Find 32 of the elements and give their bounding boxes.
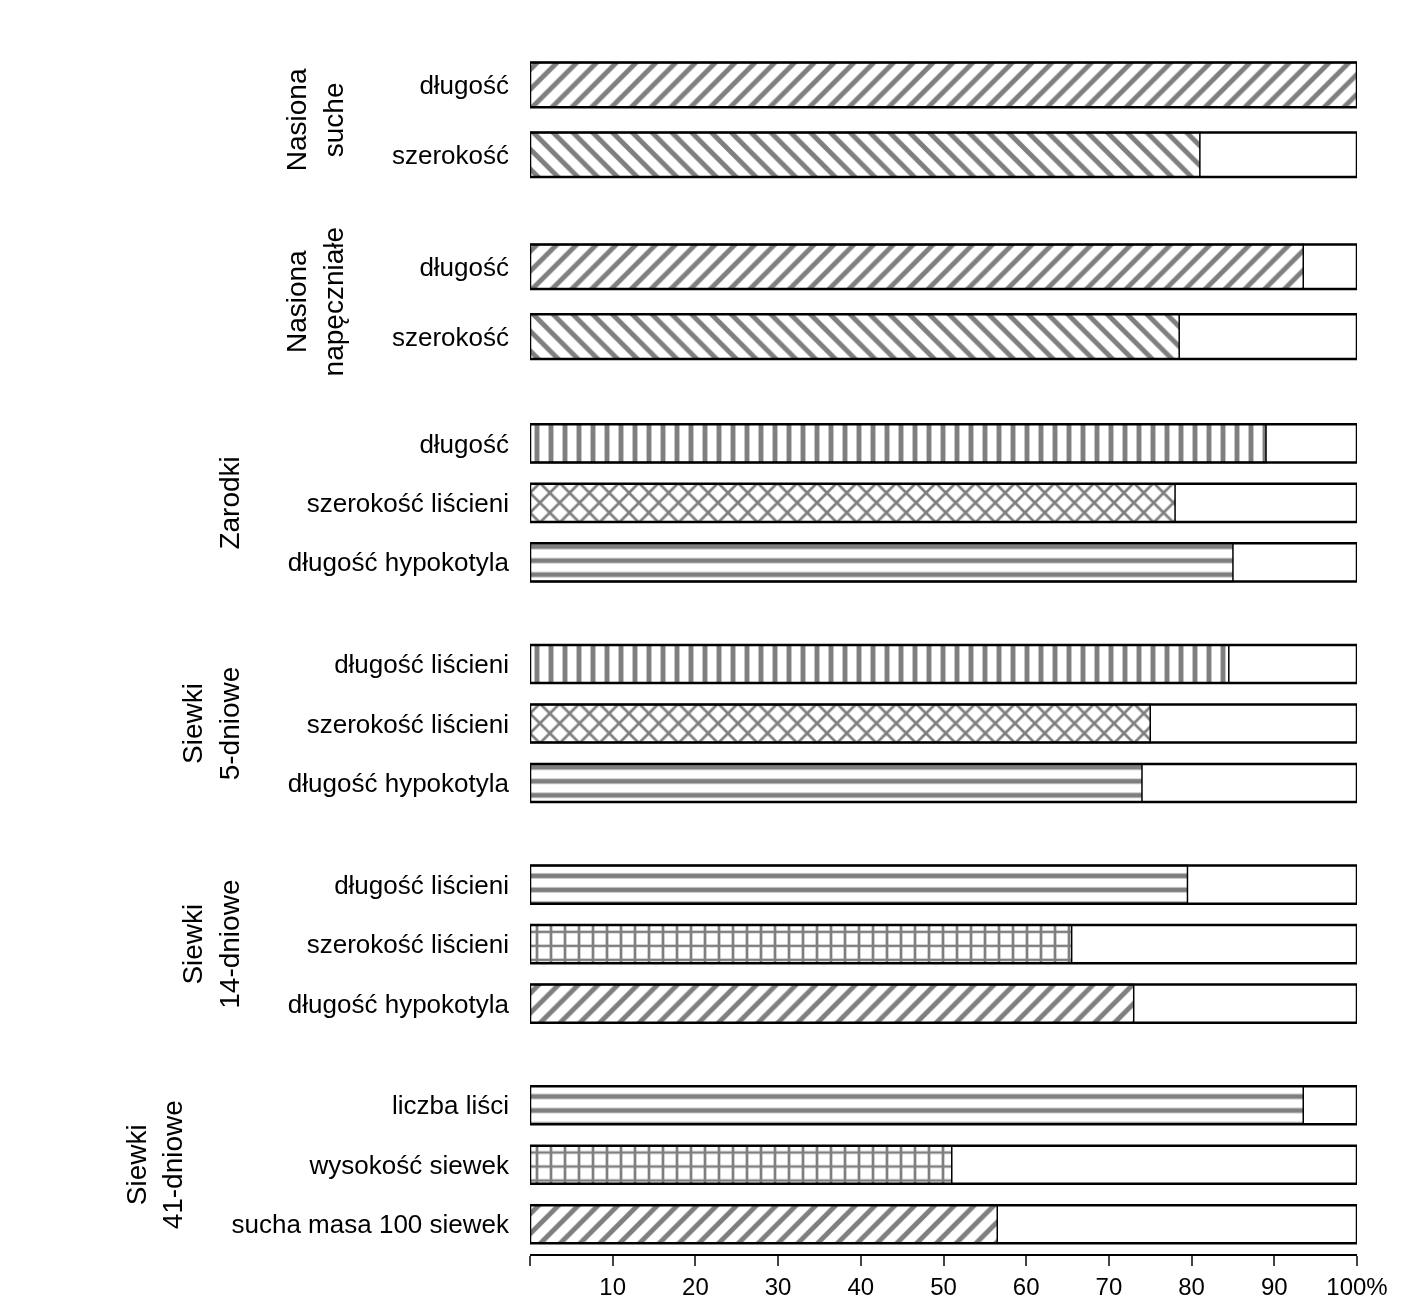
- x-tick-label: 60: [1012, 1272, 1040, 1300]
- text: Zarodki: [213, 456, 245, 550]
- y-tick-label: długość liścieni: [334, 869, 509, 900]
- y-tick-label: długość hypokotyla: [287, 988, 510, 1019]
- y-tick-label: wysokość siewek: [308, 1149, 510, 1180]
- x-tick-label: 80: [1178, 1272, 1205, 1300]
- x-tick-label: 10: [599, 1272, 627, 1300]
- y-tick-label: długość liścieni: [334, 649, 509, 680]
- x-tick-label: 70: [1095, 1272, 1123, 1300]
- y-tick-label: szerokość: [391, 139, 509, 170]
- x-tick-label: 20: [682, 1272, 709, 1300]
- y-tick-label: długość hypokotyla: [287, 547, 510, 578]
- text: Siewki 14-dniowe: [177, 879, 245, 1009]
- text: Nasiona napęczniałe: [281, 226, 349, 377]
- x-tick-label: 100%: [1326, 1272, 1388, 1300]
- y-tick-label: sucha masa 100 siewek: [231, 1209, 510, 1240]
- text: Siewki 5-dniowe: [177, 666, 245, 781]
- y-tick-label: długość hypokotyla: [287, 768, 510, 799]
- x-tick-label: 40: [847, 1272, 875, 1300]
- y-tick-label: długość: [419, 428, 509, 459]
- text: Nasiona suche: [281, 68, 349, 172]
- y-tick-label: szerokość: [391, 321, 509, 352]
- y-tick-label: długość: [419, 70, 509, 101]
- y-tick-label: długość: [419, 251, 509, 282]
- y-tick-label: szerokość liścieni: [306, 929, 509, 960]
- y-tick-label: liczba liści: [391, 1090, 509, 1121]
- y-tick-label: szerokość liścieni: [306, 487, 509, 518]
- x-tick-label: 50: [930, 1272, 957, 1300]
- text: Siewki 41-dniowe: [120, 1100, 189, 1230]
- x-tick-label: 90: [1260, 1272, 1288, 1300]
- y-tick-label: szerokość liścieni: [306, 708, 509, 739]
- x-tick-label: 30: [764, 1272, 792, 1300]
